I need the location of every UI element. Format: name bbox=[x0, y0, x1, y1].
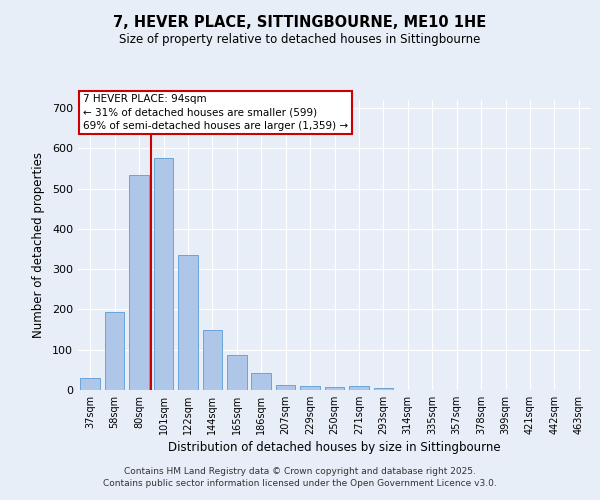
Bar bbox=[349, 386, 368, 390]
Text: Size of property relative to detached houses in Sittingbourne: Size of property relative to detached ho… bbox=[119, 32, 481, 46]
Bar bbox=[80, 378, 100, 390]
Bar bbox=[130, 174, 149, 390]
Text: 7, HEVER PLACE, SITTINGBOURNE, ME10 1HE: 7, HEVER PLACE, SITTINGBOURNE, ME10 1HE bbox=[113, 15, 487, 30]
Bar bbox=[374, 388, 393, 390]
Bar bbox=[276, 385, 295, 390]
Y-axis label: Number of detached properties: Number of detached properties bbox=[32, 152, 45, 338]
Text: Contains HM Land Registry data © Crown copyright and database right 2025.
Contai: Contains HM Land Registry data © Crown c… bbox=[103, 466, 497, 487]
Bar bbox=[251, 373, 271, 390]
Bar bbox=[300, 386, 320, 390]
Text: 7 HEVER PLACE: 94sqm
← 31% of detached houses are smaller (599)
69% of semi-deta: 7 HEVER PLACE: 94sqm ← 31% of detached h… bbox=[83, 94, 348, 130]
Bar bbox=[203, 330, 222, 390]
Bar bbox=[105, 312, 124, 390]
Bar bbox=[227, 354, 247, 390]
Bar bbox=[154, 158, 173, 390]
X-axis label: Distribution of detached houses by size in Sittingbourne: Distribution of detached houses by size … bbox=[168, 441, 501, 454]
Bar bbox=[178, 255, 198, 390]
Bar bbox=[325, 387, 344, 390]
